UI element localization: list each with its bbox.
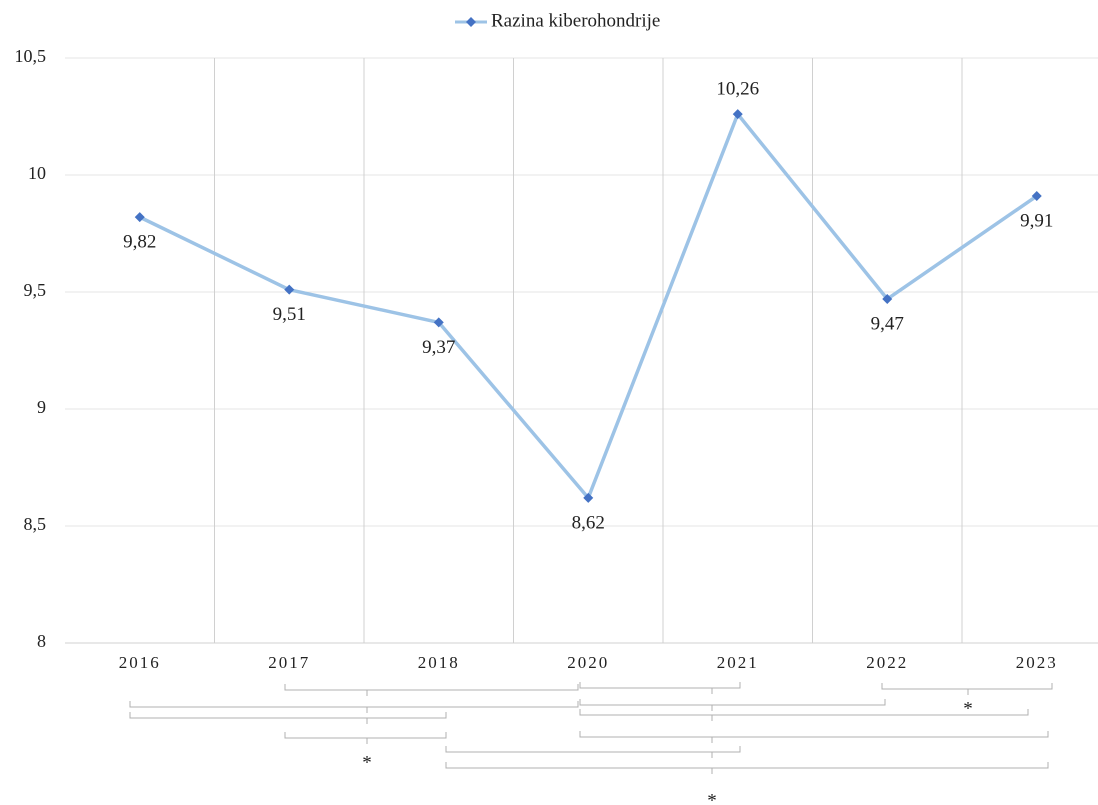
y-tick-label: 9 [37,397,46,417]
bracket [284,684,579,696]
data-label: 9,91 [1020,210,1053,231]
data-label: 9,37 [422,337,455,358]
marker [284,284,295,295]
marker [1031,191,1042,202]
y-tick-label: 10 [28,163,46,183]
data-label: 9,47 [871,313,904,334]
x-tick-label: 2021 [717,653,759,672]
data-label: 8,62 [572,512,605,533]
data-label: 9,82 [123,231,156,252]
data-label: 9,51 [273,304,306,325]
y-tick-label: 10,5 [15,46,47,66]
bracket [579,699,886,711]
bracket [284,732,447,744]
y-tick-label: 8 [37,631,46,651]
significance-mark: * [362,752,372,773]
significance-mark: * [963,698,973,719]
x-tick-label: 2020 [567,653,609,672]
bracket [129,712,447,724]
x-tick-label: 2017 [268,653,310,672]
bracket [579,709,1029,721]
bracket [579,682,741,694]
legend-marker [466,17,476,27]
bracket [881,683,1053,695]
marker [882,294,893,305]
y-tick-label: 8,5 [24,514,47,534]
marker [583,492,594,503]
x-tick-label: 2023 [1016,653,1058,672]
bracket [445,762,1049,774]
bracket [579,731,1049,743]
legend-label: Razina kiberohondrije [491,10,660,31]
y-tick-label: 9,5 [24,280,47,300]
bracket [445,746,741,758]
x-tick-label: 2022 [866,653,908,672]
marker [134,212,145,223]
marker [433,317,444,328]
bracket [129,701,579,713]
marker [732,109,743,120]
x-tick-label: 2018 [418,653,460,672]
data-label: 10,26 [716,79,759,100]
significance-mark: * [707,790,717,805]
x-tick-label: 2016 [119,653,161,672]
